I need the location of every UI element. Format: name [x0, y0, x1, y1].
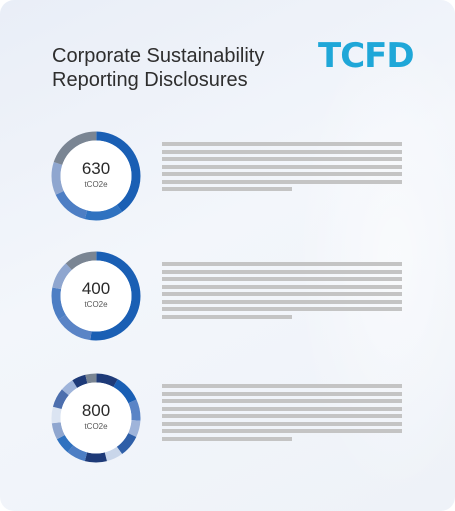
- placeholder-line: [162, 391, 402, 396]
- emission-unit: tCO2e: [84, 300, 108, 309]
- emission-value: 630: [81, 159, 111, 178]
- placeholder-line: [162, 414, 402, 418]
- donut-chart: 630 tCO2e: [50, 130, 142, 222]
- disclosure-row: 800 tCO2e: [50, 372, 410, 467]
- donut-segment: [51, 373, 141, 463]
- placeholder-line: [162, 187, 292, 191]
- background-glow: [295, 20, 455, 500]
- placeholder-line: [162, 307, 402, 311]
- placeholder-line: [162, 314, 292, 319]
- placeholder-line: [162, 299, 402, 304]
- text-placeholder: [162, 384, 402, 444]
- emission-unit: tCO2e: [84, 180, 108, 189]
- donut-segment: [51, 251, 141, 341]
- title-line-1: Corporate Sustainability: [52, 45, 265, 67]
- donut-svg: [51, 251, 141, 341]
- placeholder-line: [162, 164, 402, 169]
- placeholder-line: [162, 429, 402, 433]
- placeholder-line: [162, 384, 402, 388]
- donut-segment: [51, 131, 141, 221]
- disclosure-row: 630 tCO2e: [50, 130, 410, 225]
- donut-chart: 800 tCO2e: [50, 372, 142, 464]
- placeholder-line: [162, 149, 402, 154]
- donut-segment: [51, 251, 141, 341]
- donut-segment: [51, 131, 141, 221]
- donut-center: [60, 140, 132, 212]
- donut-center: [60, 260, 132, 332]
- placeholder-line: [162, 399, 402, 403]
- placeholder-line: [162, 179, 402, 184]
- donut-segment: [51, 131, 141, 221]
- donut-center: [60, 382, 132, 454]
- donut-segment: [51, 251, 141, 341]
- placeholder-line: [162, 269, 402, 274]
- text-placeholder: [162, 262, 402, 322]
- donut-segment: [51, 131, 141, 221]
- title-line-2: Reporting Disclosures: [52, 69, 248, 91]
- donut-svg: [51, 373, 141, 463]
- page-title: Corporate Sustainability Reporting Discl…: [52, 44, 264, 92]
- emission-unit: tCO2e: [84, 422, 108, 431]
- disclosure-row: 400 tCO2e: [50, 250, 410, 345]
- donut-svg: [51, 131, 141, 221]
- placeholder-line: [162, 421, 402, 426]
- donut-segment: [51, 373, 141, 463]
- placeholder-line: [162, 262, 402, 266]
- placeholder-line: [162, 292, 402, 296]
- placeholder-line: [162, 142, 402, 146]
- placeholder-line: [162, 406, 402, 411]
- placeholder-line: [162, 157, 402, 161]
- emission-value: 400: [81, 279, 111, 298]
- placeholder-line: [162, 284, 402, 289]
- text-placeholder: [162, 142, 402, 195]
- emission-value: 800: [81, 401, 111, 420]
- donut-segment: [51, 373, 141, 463]
- placeholder-line: [162, 436, 292, 441]
- placeholder-line: [162, 277, 402, 281]
- donut-segment: [51, 373, 141, 463]
- donut-chart: 400 tCO2e: [50, 250, 142, 342]
- tcfd-logo: TCFD: [318, 36, 415, 76]
- placeholder-line: [162, 172, 402, 176]
